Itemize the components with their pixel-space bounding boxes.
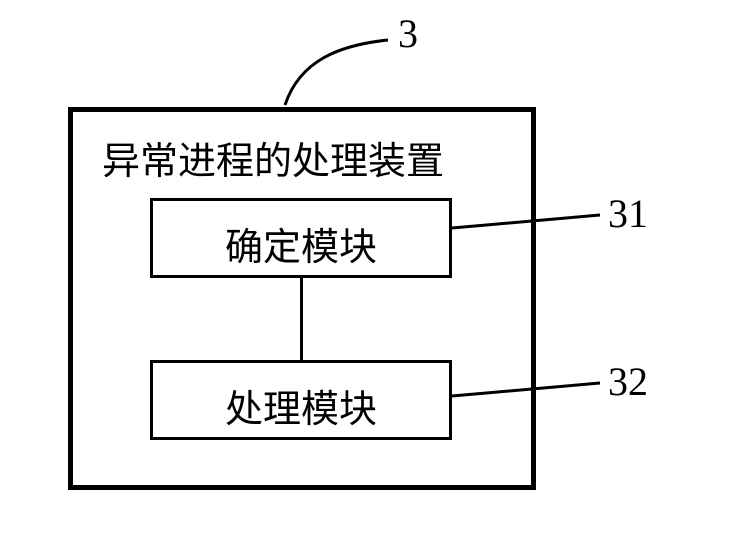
callout-32-label: 32 — [608, 358, 648, 405]
callout-32-line — [0, 0, 734, 542]
